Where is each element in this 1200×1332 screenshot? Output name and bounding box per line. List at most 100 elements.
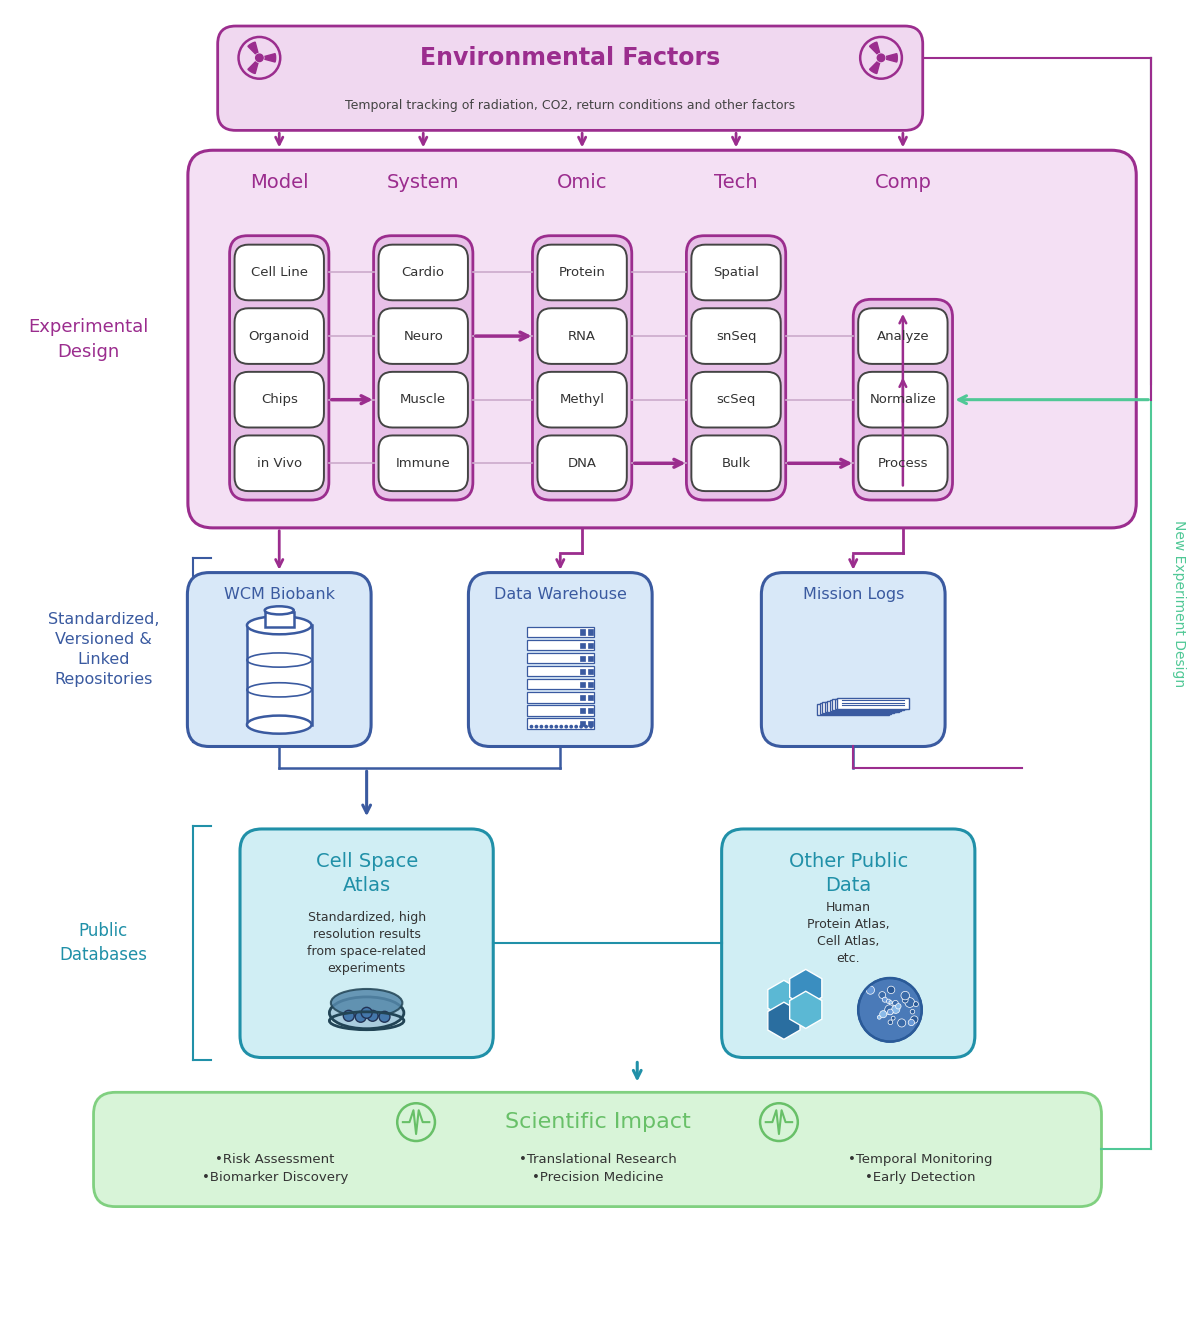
Polygon shape <box>790 991 822 1028</box>
Text: Cell Space
Atlas: Cell Space Atlas <box>316 852 418 895</box>
Circle shape <box>893 1000 899 1006</box>
Circle shape <box>556 726 558 727</box>
Wedge shape <box>870 63 880 73</box>
Text: •Risk Assessment
•Biomarker Discovery: •Risk Assessment •Biomarker Discovery <box>202 1154 348 1184</box>
Text: Methyl: Methyl <box>559 393 605 406</box>
Text: Comp: Comp <box>875 173 931 192</box>
Circle shape <box>887 1007 894 1014</box>
Circle shape <box>590 726 593 727</box>
Text: Normalize: Normalize <box>870 393 936 406</box>
Circle shape <box>540 726 542 727</box>
Bar <box>588 642 593 647</box>
Bar <box>580 695 586 699</box>
Wedge shape <box>265 53 276 63</box>
Text: Standardized, high
resolution results
from space-related
experiments: Standardized, high resolution results fr… <box>307 911 426 975</box>
Ellipse shape <box>331 988 402 1016</box>
FancyBboxPatch shape <box>858 308 948 364</box>
Circle shape <box>367 1011 378 1022</box>
FancyBboxPatch shape <box>691 372 781 428</box>
Bar <box>580 707 586 713</box>
Bar <box>527 705 594 715</box>
FancyBboxPatch shape <box>721 829 974 1058</box>
Wedge shape <box>870 43 880 53</box>
Polygon shape <box>790 970 822 1007</box>
Ellipse shape <box>265 606 294 614</box>
FancyBboxPatch shape <box>533 236 631 500</box>
Bar <box>588 695 593 699</box>
Text: Bulk: Bulk <box>721 457 751 470</box>
Bar <box>527 626 594 637</box>
Circle shape <box>887 999 890 1003</box>
Polygon shape <box>768 980 800 1018</box>
Text: Mission Logs: Mission Logs <box>803 587 904 602</box>
Text: Chips: Chips <box>260 393 298 406</box>
FancyBboxPatch shape <box>229 236 329 500</box>
FancyBboxPatch shape <box>187 573 371 746</box>
Bar <box>580 630 586 634</box>
FancyBboxPatch shape <box>378 436 468 492</box>
Circle shape <box>580 726 582 727</box>
Circle shape <box>565 726 568 727</box>
Bar <box>265 613 294 627</box>
Polygon shape <box>768 1002 800 1039</box>
Text: Spatial: Spatial <box>713 266 758 278</box>
Bar <box>833 699 904 710</box>
Bar <box>835 698 906 710</box>
Text: Analyze: Analyze <box>876 329 929 342</box>
Wedge shape <box>887 53 898 63</box>
Circle shape <box>889 1000 893 1004</box>
Text: scSeq: scSeq <box>716 393 756 406</box>
Bar <box>824 702 896 713</box>
Circle shape <box>570 726 572 727</box>
Circle shape <box>877 1015 881 1019</box>
Circle shape <box>887 986 895 994</box>
Circle shape <box>584 726 587 727</box>
Bar <box>580 669 586 674</box>
Circle shape <box>895 1003 901 1010</box>
FancyBboxPatch shape <box>538 436 626 492</box>
Bar <box>588 707 593 713</box>
Circle shape <box>902 998 908 1003</box>
Text: Data Warehouse: Data Warehouse <box>494 587 626 602</box>
Circle shape <box>886 1007 893 1014</box>
FancyBboxPatch shape <box>538 308 626 364</box>
Text: in Vivo: in Vivo <box>257 457 302 470</box>
Circle shape <box>535 726 538 727</box>
FancyBboxPatch shape <box>378 245 468 300</box>
Circle shape <box>892 1016 895 1020</box>
Bar <box>527 666 594 677</box>
Bar <box>527 691 594 702</box>
Text: DNA: DNA <box>568 457 596 470</box>
Text: Tech: Tech <box>714 173 758 192</box>
Bar <box>580 721 586 726</box>
Circle shape <box>858 978 922 1042</box>
Circle shape <box>908 1019 914 1026</box>
Bar <box>817 703 889 715</box>
FancyBboxPatch shape <box>94 1092 1102 1207</box>
Circle shape <box>355 1011 366 1022</box>
FancyBboxPatch shape <box>858 372 948 428</box>
Circle shape <box>877 55 884 61</box>
Text: Scientific Impact: Scientific Impact <box>505 1112 690 1132</box>
FancyBboxPatch shape <box>234 372 324 428</box>
Bar <box>830 701 901 711</box>
Wedge shape <box>248 43 258 53</box>
Ellipse shape <box>247 617 312 634</box>
Text: Public
Databases: Public Databases <box>60 922 148 963</box>
Circle shape <box>882 998 887 1002</box>
Circle shape <box>888 1020 893 1024</box>
FancyBboxPatch shape <box>234 308 324 364</box>
Text: Human
Protein Atlas,
Cell Atlas,
etc.: Human Protein Atlas, Cell Atlas, etc. <box>806 902 889 966</box>
FancyBboxPatch shape <box>691 245 781 300</box>
Text: Other Public
Data: Other Public Data <box>788 852 908 895</box>
Text: System: System <box>386 173 460 192</box>
Circle shape <box>898 1019 906 1027</box>
Text: Temporal tracking of radiation, CO2, return conditions and other factors: Temporal tracking of radiation, CO2, ret… <box>346 99 796 112</box>
FancyBboxPatch shape <box>373 236 473 500</box>
Circle shape <box>550 726 552 727</box>
Circle shape <box>901 991 910 1000</box>
Text: snSeq: snSeq <box>715 329 756 342</box>
Circle shape <box>911 1016 918 1023</box>
Circle shape <box>889 1002 895 1007</box>
FancyBboxPatch shape <box>538 372 626 428</box>
